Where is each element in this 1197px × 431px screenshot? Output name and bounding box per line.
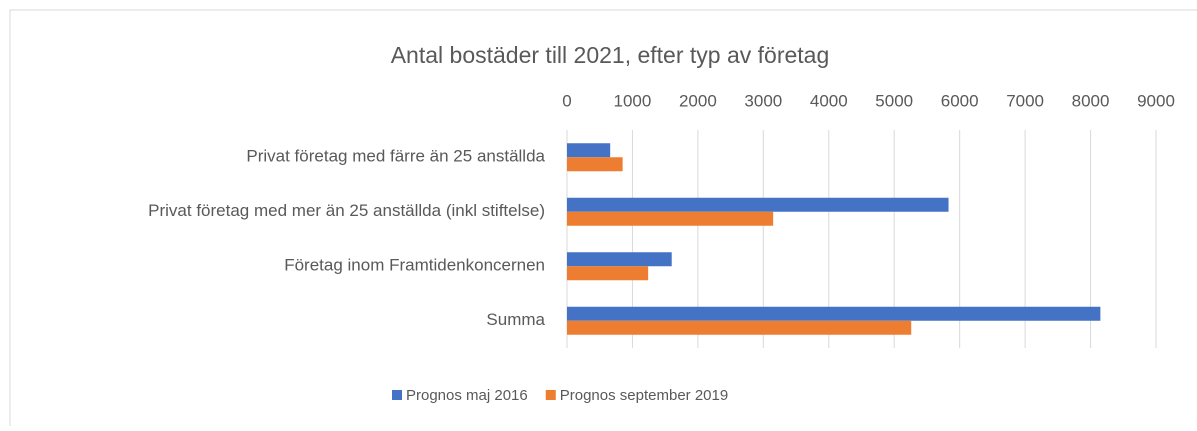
x-tick-label: 2000 — [679, 91, 717, 110]
x-tick-label: 7000 — [1006, 91, 1044, 110]
y-tick-label: Privat företag med färre än 25 anställda — [246, 147, 545, 166]
chart-frame — [9, 9, 1197, 426]
y-tick-label: Företag inom Framtidenkoncernen — [284, 256, 545, 275]
bar — [567, 306, 1101, 321]
bar — [567, 143, 611, 158]
bar — [567, 211, 774, 226]
x-tick-label: 6000 — [941, 91, 979, 110]
bar — [567, 320, 912, 335]
bar — [567, 266, 649, 281]
y-tick-label: Privat företag med mer än 25 anställda (… — [148, 201, 545, 220]
legend-label: Prognos september 2019 — [560, 387, 728, 404]
legend-swatch — [545, 390, 556, 400]
legend-swatch — [392, 390, 402, 400]
x-tick-label: 4000 — [810, 91, 848, 110]
x-tick-label: 5000 — [875, 91, 913, 110]
legend-label: Prognos maj 2016 — [406, 387, 528, 404]
x-tick-label: 8000 — [1072, 91, 1110, 110]
bar — [567, 157, 623, 172]
bar — [567, 197, 949, 212]
x-tick-label: 1000 — [614, 91, 652, 110]
chart-title: Antal bostäder till 2021, efter typ av f… — [391, 42, 830, 68]
x-tick-label: 3000 — [744, 91, 782, 110]
y-tick-label: Summa — [486, 310, 545, 329]
x-tick-label: 9000 — [1137, 91, 1175, 110]
x-tick-label: 0 — [562, 91, 571, 110]
bar — [567, 252, 672, 267]
